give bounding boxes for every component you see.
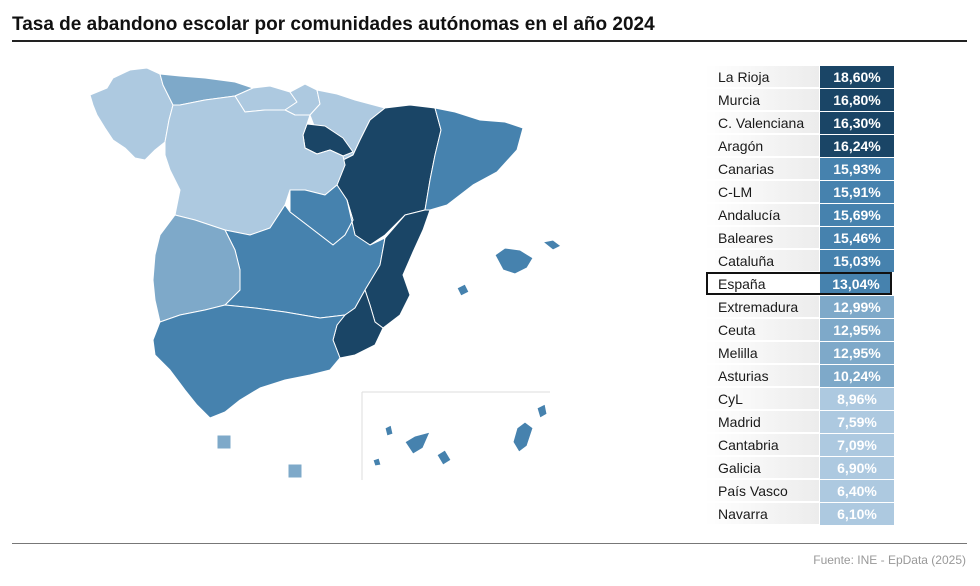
region-baleares bbox=[456, 239, 562, 297]
ranking-row: Murcia 16,80% bbox=[705, 89, 895, 112]
region-galicia bbox=[89, 67, 174, 161]
ranking-region-name: Madrid bbox=[705, 411, 819, 433]
ranking-region-name: Cantabria bbox=[705, 434, 819, 456]
ranking-row: CyL 8,96% bbox=[705, 388, 895, 411]
ranking-region-name: Ceuta bbox=[705, 319, 819, 341]
ranking-value: 15,03% bbox=[819, 250, 894, 273]
ranking-row: País Vasco 6,40% bbox=[705, 480, 895, 503]
ranking-region-name: Canarias bbox=[705, 158, 819, 180]
ranking-row: Madrid 7,59% bbox=[705, 411, 895, 434]
ranking-value: 15,93% bbox=[819, 158, 894, 181]
ranking-row: Aragón 16,24% bbox=[705, 135, 895, 158]
ranking-region-name: Cataluña bbox=[705, 250, 819, 272]
ranking-row: Galicia 6,90% bbox=[705, 457, 895, 480]
region-ceuta bbox=[216, 434, 232, 450]
ranking-value: 8,96% bbox=[819, 388, 894, 411]
footer-divider bbox=[12, 543, 967, 544]
ranking-value: 6,90% bbox=[819, 457, 894, 480]
chart-title: Tasa de abandono escolar por comunidades… bbox=[12, 14, 655, 35]
ranking-row: Canarias 15,93% bbox=[705, 158, 895, 181]
ranking-region-name: Aragón bbox=[705, 135, 819, 157]
ranking-region-name: CyL bbox=[705, 388, 819, 410]
source-note: Fuente: INE - EpData (2025) bbox=[813, 553, 966, 567]
ranking-region-name: Murcia bbox=[705, 89, 819, 111]
region-comunidad-valenciana bbox=[364, 209, 431, 329]
ranking-region-name: España bbox=[705, 273, 819, 295]
ranking-region-name: País Vasco bbox=[705, 480, 819, 502]
ranking-region-name: Asturias bbox=[705, 365, 819, 387]
ranking-row: Andalucía 15,69% bbox=[705, 204, 895, 227]
ranking-row: España 13,04% bbox=[705, 272, 895, 296]
region-castilla-y-leon bbox=[164, 95, 346, 236]
ranking-region-name: C. Valenciana bbox=[705, 112, 819, 134]
ranking-row: La Rioja 18,60% bbox=[705, 66, 895, 89]
ranking-value: 13,04% bbox=[819, 273, 892, 296]
ranking-region-name: La Rioja bbox=[705, 66, 819, 88]
ranking-value: 10,24% bbox=[819, 365, 894, 388]
ranking-value: 12,95% bbox=[819, 342, 894, 365]
region-melilla bbox=[287, 463, 303, 479]
ranking-row: C-LM 15,91% bbox=[705, 181, 895, 204]
ranking-value: 16,80% bbox=[819, 89, 894, 112]
ranking-region-name: Extremadura bbox=[705, 296, 819, 318]
ranking-row: Navarra 6,10% bbox=[705, 503, 895, 526]
ranking-row: Asturias 10,24% bbox=[705, 365, 895, 388]
ranking-value: 7,59% bbox=[819, 411, 894, 434]
ranking-row: Melilla 12,95% bbox=[705, 342, 895, 365]
ranking-row: Baleares 15,46% bbox=[705, 227, 895, 250]
spain-choropleth-map bbox=[89, 67, 562, 480]
title-divider bbox=[12, 40, 967, 42]
ranking-row: Cantabria 7,09% bbox=[705, 434, 895, 457]
ranking-region-name: Andalucía bbox=[705, 204, 819, 226]
ranking-value: 15,91% bbox=[819, 181, 894, 204]
ranking-value: 16,30% bbox=[819, 112, 894, 135]
ranking-region-name: Baleares bbox=[705, 227, 819, 249]
ranking-row: Cataluña 15,03% bbox=[705, 250, 895, 273]
ranking-region-name: Navarra bbox=[705, 503, 819, 525]
region-andalucia bbox=[152, 304, 346, 419]
ranking-value: 15,46% bbox=[819, 227, 894, 250]
ranking-value: 18,60% bbox=[819, 66, 894, 89]
ranking-region-name: C-LM bbox=[705, 181, 819, 203]
ranking-value: 6,40% bbox=[819, 480, 894, 503]
ranking-region-name: Galicia bbox=[705, 457, 819, 479]
ranking-row: Extremadura 12,99% bbox=[705, 296, 895, 319]
ranking-region-name: Melilla bbox=[705, 342, 819, 364]
ranking-value: 15,69% bbox=[819, 204, 894, 227]
ranking-value: 6,10% bbox=[819, 503, 894, 526]
ranking-value: 7,09% bbox=[819, 434, 894, 457]
ranking-value: 16,24% bbox=[819, 135, 894, 158]
region-cataluna bbox=[424, 107, 524, 211]
ranking-value: 12,99% bbox=[819, 296, 894, 319]
ranking-value: 12,95% bbox=[819, 319, 894, 342]
ranking-table: La Rioja 18,60% Murcia 16,80% C. Valenciana 1… bbox=[705, 66, 895, 526]
ranking-row: C. Valenciana 16,30% bbox=[705, 112, 895, 135]
ranking-row: Ceuta 12,95% bbox=[705, 319, 895, 342]
region-canarias bbox=[372, 403, 548, 467]
